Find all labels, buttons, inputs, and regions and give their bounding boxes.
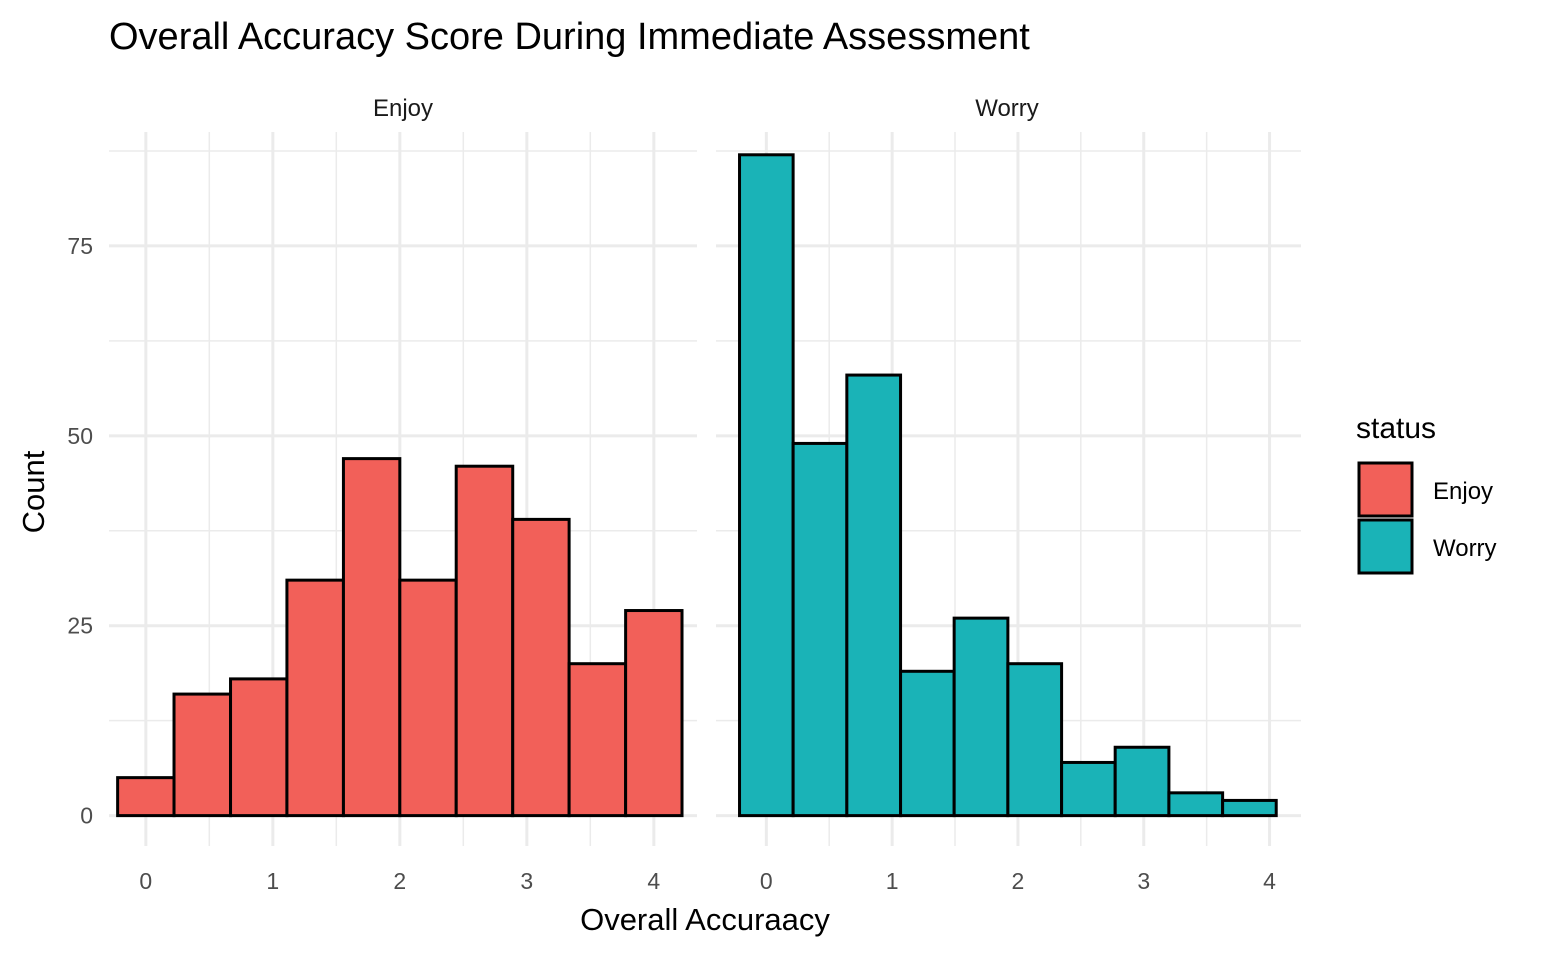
y-tick-label: 0 [80, 803, 93, 829]
bars [116, 457, 684, 818]
legend-key-enjoy [1357, 461, 1414, 518]
histogram-bar [229, 677, 289, 818]
histogram-bar [116, 776, 176, 818]
x-tick-label: 1 [886, 868, 899, 894]
legend-label-worry: Worry [1433, 535, 1497, 562]
histogram-bar [398, 578, 458, 818]
bars [738, 153, 1278, 818]
histogram-bar [952, 616, 1010, 818]
histogram-bar [1113, 745, 1171, 818]
histogram-bar [845, 373, 903, 818]
x-tick-label: 3 [520, 868, 533, 894]
x-tick-label: 2 [393, 868, 406, 894]
legend-label-enjoy: Enjoy [1433, 478, 1493, 505]
x-tick-labels: 0 1 2 3 4 [139, 868, 660, 894]
x-tick-label: 3 [1137, 868, 1150, 894]
histogram-bar [1006, 662, 1064, 818]
y-tick-labels: 0 25 50 75 [67, 233, 93, 829]
x-tick-label: 4 [1263, 868, 1276, 894]
histogram-bar [172, 692, 233, 818]
histogram-bar [1221, 798, 1278, 818]
histogram-bar [511, 517, 571, 818]
x-tick-label: 0 [760, 868, 773, 894]
y-tick-label: 25 [67, 613, 93, 639]
legend: status Enjoy Worry [1356, 412, 1497, 575]
histogram-bar [899, 669, 956, 818]
histogram-bar [285, 578, 345, 818]
y-axis-label: Count [16, 450, 51, 533]
facet-strip-label: Worry [975, 95, 1039, 122]
histogram-bar [624, 609, 684, 818]
histogram-bar [738, 153, 795, 818]
x-axis-label: Overall Accuraacy [580, 902, 830, 937]
histogram-bar [341, 457, 402, 818]
chart-title: Overall Accuracy Score During Immediate … [109, 16, 1030, 58]
x-tick-labels: 0 1 2 3 4 [760, 868, 1276, 894]
facet-enjoy: Enjoy 0 1 2 3 4 [109, 95, 697, 894]
y-tick-label: 50 [67, 423, 93, 449]
legend-title: status [1356, 412, 1436, 445]
x-tick-label: 0 [139, 868, 152, 894]
legend-key-worry [1357, 518, 1414, 575]
x-tick-label: 2 [1012, 868, 1025, 894]
histogram-bar [1060, 760, 1117, 818]
histogram-bar [454, 464, 515, 818]
y-tick-label: 75 [67, 233, 93, 259]
histogram-bar [1167, 791, 1225, 818]
facet-strip-label: Enjoy [373, 95, 433, 122]
x-tick-label: 1 [266, 868, 279, 894]
histogram-bar [567, 662, 628, 818]
facet-worry: Worry 0 1 2 3 4 [716, 95, 1301, 894]
x-tick-label: 4 [647, 868, 660, 894]
histogram-bar [791, 441, 849, 818]
